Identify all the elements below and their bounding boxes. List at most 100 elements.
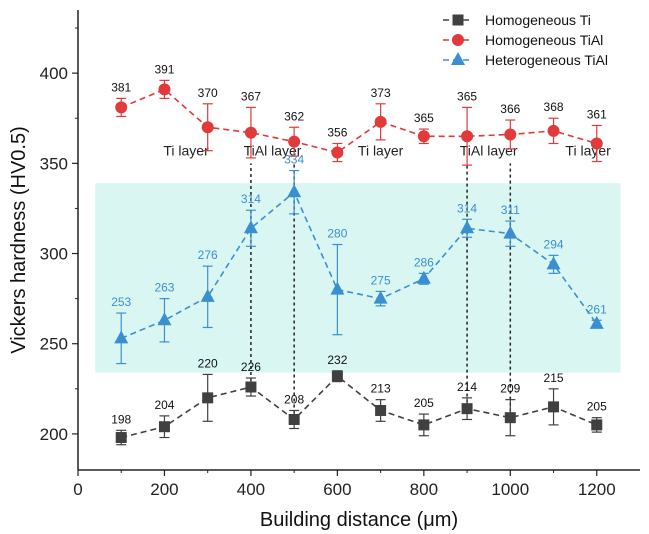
series-line	[121, 375, 598, 439]
data-label: 373	[371, 86, 391, 100]
region-label: Ti layer	[358, 143, 404, 159]
data-point-square	[504, 412, 516, 424]
data-label: 365	[414, 111, 434, 125]
x-tick-label: 800	[410, 480, 438, 499]
data-label: 311	[501, 203, 520, 217]
data-label: 232	[327, 353, 347, 367]
x-axis-title: Building distance (μm)	[260, 509, 458, 531]
data-point-circle	[417, 130, 430, 143]
data-point-square	[418, 419, 430, 431]
data-label: 205	[587, 400, 607, 414]
data-label: 204	[154, 398, 174, 412]
data-label: 286	[414, 255, 434, 269]
data-point-circle	[331, 146, 344, 159]
data-label: 362	[284, 109, 304, 123]
data-label: 213	[371, 382, 391, 396]
data-point-circle	[158, 83, 171, 96]
data-label: 215	[544, 371, 564, 385]
data-point-triangle	[200, 288, 215, 302]
data-point-circle	[504, 128, 517, 141]
data-point-triangle	[373, 290, 388, 304]
data-label: 214	[457, 380, 477, 394]
data-label: 356	[327, 125, 347, 139]
data-point-square	[591, 419, 603, 431]
data-point-triangle	[503, 225, 518, 239]
data-point-square	[375, 404, 387, 416]
data-label: 220	[198, 356, 218, 370]
data-point-circle	[288, 135, 301, 148]
x-tick-label: 200	[150, 480, 178, 499]
region-label: TiAl layer	[244, 143, 302, 159]
legend-label: Heterogeneous TiAl	[485, 52, 608, 68]
y-tick-label: 300	[40, 245, 68, 264]
data-label: 208	[284, 392, 304, 406]
data-label: 314	[241, 192, 261, 206]
data-label: 381	[111, 80, 131, 94]
data-point-square	[461, 403, 473, 415]
x-tick-label: 1200	[578, 480, 616, 499]
y-tick-label: 350	[40, 154, 68, 173]
data-label: 368	[544, 100, 564, 114]
data-label: 361	[587, 107, 607, 121]
data-label: 275	[371, 273, 391, 287]
region-label: Ti layer	[565, 143, 611, 159]
data-point-triangle	[157, 312, 172, 326]
y-axis-title: Vickers hardness (HV0.5)	[8, 126, 30, 354]
y-tick-label: 400	[40, 64, 68, 83]
data-point-triangle	[589, 315, 604, 329]
highlight-band-layer	[95, 183, 621, 373]
data-label: 314	[457, 201, 477, 215]
data-point-square	[331, 370, 343, 382]
data-point-triangle	[546, 256, 561, 270]
data-point-square	[452, 14, 464, 26]
data-point-square	[548, 401, 560, 413]
data-point-triangle	[416, 270, 431, 284]
data-label: 334	[284, 153, 304, 167]
axes-layer: 0 200 400 600 800 1000 1200 200 250 300 350 400	[40, 10, 640, 499]
data-label: 365	[457, 89, 477, 103]
data-label: 198	[111, 412, 131, 426]
series-heterogeneous-tial	[114, 169, 604, 365]
legend-label: Homogeneous Ti	[485, 12, 591, 28]
data-point-triangle	[243, 220, 258, 234]
data-label: 391	[154, 62, 174, 76]
x-tick-label: 600	[323, 480, 351, 499]
data-point-square	[288, 413, 300, 425]
data-label: 366	[500, 102, 520, 116]
data-point-triangle	[114, 330, 129, 344]
data-label: 205	[414, 396, 434, 410]
data-point-circle	[590, 137, 603, 150]
data-label: 253	[111, 295, 131, 309]
x-tick-label: 0	[73, 480, 82, 499]
data-point-circle	[547, 124, 560, 137]
highlight-band	[95, 183, 621, 373]
region-labels-layer: Ti layer TiAl layer Ti layer TiAl layer Ti l…	[163, 143, 611, 159]
data-point-square	[158, 421, 170, 433]
data-label: 280	[327, 227, 347, 241]
y-tick-label: 250	[40, 335, 68, 354]
data-point-square	[115, 432, 127, 444]
data-label: 209	[500, 382, 520, 396]
region-label: TiAl layer	[460, 143, 518, 159]
data-point-circle	[244, 126, 257, 139]
vertical-lines-layer	[250, 163, 512, 420]
series-line	[120, 190, 598, 340]
region-label: Ti layer	[163, 143, 209, 159]
data-label: 370	[198, 86, 218, 100]
data-point-triangle	[330, 281, 345, 295]
data-point-circle	[461, 130, 474, 143]
x-tick-label: 400	[237, 480, 265, 499]
data-point-triangle	[451, 52, 465, 65]
data-point-circle	[115, 101, 128, 114]
legend: Homogeneous Ti Homogeneous TiAl Heterogene…	[443, 12, 608, 68]
data-point-triangle	[460, 220, 475, 234]
data-label: 261	[587, 302, 607, 316]
data-point-square	[202, 392, 214, 404]
data-label: 294	[544, 237, 564, 251]
data-label: 263	[154, 281, 174, 295]
data-point-square	[245, 381, 257, 393]
data-point-triangle	[287, 184, 302, 198]
data-labels-layer: 198 204 220 226 208 232 213 205 214 209 215 205 381 3…	[111, 62, 607, 426]
data-label: 226	[241, 360, 261, 374]
